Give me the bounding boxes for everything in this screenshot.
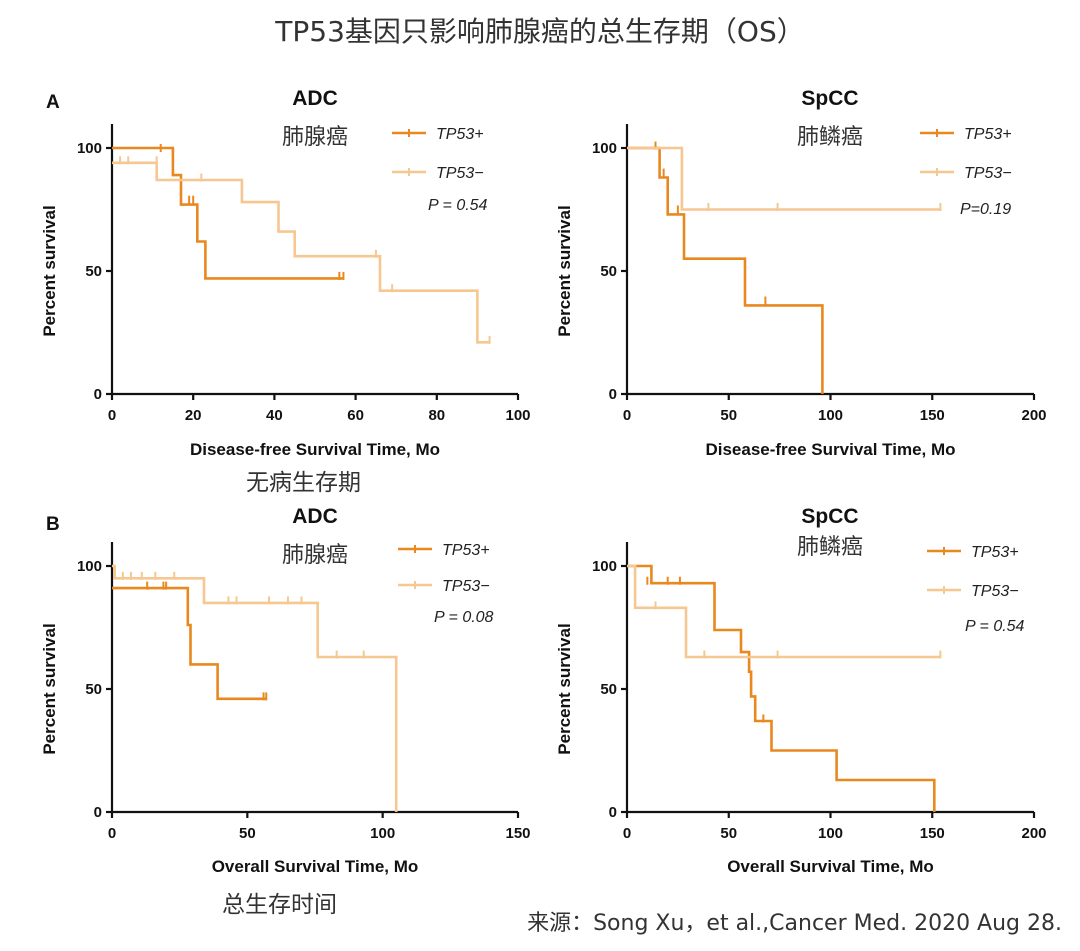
- y-axis-label: Percent survival: [555, 623, 574, 754]
- survival-curve-tp53-neg: [112, 564, 398, 812]
- legend-label: TP53+: [436, 126, 484, 143]
- legend-label: TP53−: [442, 578, 490, 595]
- y-tick-label: 0: [94, 386, 102, 403]
- x-tick-label: 100: [505, 407, 530, 424]
- chart-subtitle: 肺腺癌: [282, 543, 348, 568]
- x-tick-label: 60: [347, 407, 364, 424]
- y-tick-label: 100: [592, 558, 617, 575]
- x-axis-label: Disease-free Survival Time, Mo: [705, 440, 955, 459]
- survival-curve-tp53-neg: [627, 146, 941, 211]
- legend-label: TP53+: [442, 542, 490, 559]
- panel-label-a: A: [46, 92, 60, 113]
- y-axis-label: Percent survival: [40, 205, 59, 336]
- survival-curve-tp53-pos: [627, 564, 936, 812]
- y-tick-label: 100: [77, 558, 102, 575]
- p-value-label: P=0.19: [960, 201, 1011, 218]
- chart-title: SpCC: [801, 87, 858, 110]
- legend-label: TP53−: [964, 165, 1012, 182]
- y-axis-label: Percent survival: [555, 205, 574, 336]
- y-axis-label: Percent survival: [40, 623, 59, 754]
- x-tick-label: 0: [623, 825, 631, 842]
- survival-curve-tp53-pos: [627, 146, 824, 394]
- chart-title: ADC: [292, 505, 338, 528]
- survival-curve-tp53-pos: [112, 146, 344, 280]
- y-tick-label: 100: [592, 140, 617, 157]
- y-tick-label: 50: [85, 681, 102, 698]
- y-tick-label: 50: [600, 681, 617, 698]
- y-tick-label: 0: [609, 804, 617, 821]
- chart-title: SpCC: [801, 505, 858, 528]
- panel-label-b: B: [46, 514, 60, 535]
- x-axis-label: Overall Survival Time, Mo: [212, 857, 419, 876]
- survival-curve-tp53-pos: [112, 586, 267, 701]
- x-tick-label: 0: [108, 825, 116, 842]
- x-tick-label: 150: [920, 825, 945, 842]
- x-axis-label: Overall Survival Time, Mo: [727, 857, 934, 876]
- chart-subtitle: 肺腺癌: [282, 125, 348, 150]
- x-tick-label: 200: [1021, 407, 1046, 424]
- p-value-label: P = 0.54: [965, 618, 1025, 635]
- p-value-label: P = 0.54: [428, 197, 488, 214]
- x-tick-label: 50: [239, 825, 256, 842]
- chart-subtitle: 肺鳞癌: [797, 535, 863, 560]
- legend-label: TP53−: [971, 583, 1019, 600]
- x-tick-label: 40: [266, 407, 283, 424]
- dfs-chinese-label: 无病生存期: [246, 470, 361, 496]
- x-tick-label: 0: [108, 407, 116, 424]
- x-tick-label: 50: [720, 825, 737, 842]
- x-tick-label: 80: [428, 407, 445, 424]
- x-tick-label: 50: [720, 407, 737, 424]
- y-tick-label: 100: [77, 140, 102, 157]
- y-tick-label: 0: [94, 804, 102, 821]
- x-tick-label: 100: [818, 407, 843, 424]
- survival-curve-tp53-neg: [112, 161, 490, 344]
- source-citation: 来源：Song Xu，et al.,Cancer Med. 2020 Aug 2…: [527, 911, 1062, 936]
- x-tick-label: 100: [818, 825, 843, 842]
- chart-subtitle: 肺鳞癌: [797, 125, 863, 150]
- x-tick-label: 150: [505, 825, 530, 842]
- chart-title: ADC: [292, 87, 338, 110]
- x-tick-label: 200: [1021, 825, 1046, 842]
- page-title: TP53基因只影响肺腺癌的总生存期（OS）: [275, 15, 805, 48]
- x-tick-label: 100: [370, 825, 395, 842]
- x-tick-label: 0: [623, 407, 631, 424]
- legend-label: TP53−: [436, 165, 484, 182]
- y-tick-label: 0: [609, 386, 617, 403]
- x-tick-label: 20: [185, 407, 202, 424]
- y-tick-label: 50: [600, 263, 617, 280]
- legend-label: TP53+: [964, 126, 1012, 143]
- legend-label: TP53+: [971, 544, 1019, 561]
- y-tick-label: 50: [85, 263, 102, 280]
- x-axis-label: Disease-free Survival Time, Mo: [190, 440, 440, 459]
- os-chinese-label: 总生存时间: [222, 892, 337, 918]
- survival-curve-tp53-neg: [627, 564, 941, 659]
- x-tick-label: 150: [920, 407, 945, 424]
- p-value-label: P = 0.08: [434, 609, 494, 626]
